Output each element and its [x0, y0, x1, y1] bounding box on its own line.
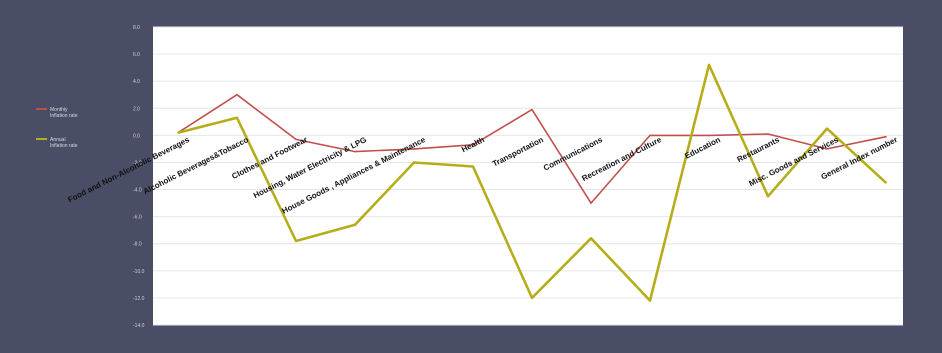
- y-tick-label: -2.0: [133, 160, 142, 166]
- gridlines: [153, 26, 903, 326]
- data-point: [885, 181, 887, 184]
- y-tick-label: 2.0: [133, 106, 140, 112]
- legend-entry: Monthly Inflation rate: [50, 107, 78, 119]
- legend: Monthly Inflation rate Annual Inflation rat…: [36, 107, 78, 149]
- y-tick-label: -8.0: [133, 242, 142, 248]
- data-point: [590, 237, 592, 240]
- y-tick-label: 6.0: [133, 52, 140, 58]
- y-tick-label: 0.0: [133, 133, 140, 139]
- data-point: [649, 134, 651, 137]
- data-point: [826, 127, 828, 130]
- data-point: [354, 150, 356, 153]
- y-tick-label: -10.0: [133, 269, 145, 275]
- data-point: [708, 64, 710, 66]
- data-point: [354, 223, 356, 226]
- y-tick-label: -6.0: [133, 215, 142, 221]
- plot-area: [153, 27, 903, 325]
- data-point: [413, 148, 415, 150]
- data-point: [531, 108, 533, 111]
- data-point: [885, 135, 887, 138]
- data-point: [236, 93, 238, 96]
- data-point: [236, 116, 238, 119]
- data-point: [826, 148, 828, 150]
- legend-entry: Annual Inflation rate: [50, 137, 78, 149]
- y-axis-ticks: 8.0 6.0 4.0 2.0 0.0 -2.0 -4.0 -6.0 -8.0 -10.0 -12.…: [133, 25, 145, 329]
- y-tick-label: -12.0: [133, 296, 145, 302]
- y-tick-label: 8.0: [133, 25, 140, 31]
- data-point: [177, 131, 179, 134]
- data-point: [590, 202, 592, 204]
- data-point: [472, 165, 474, 168]
- y-tick-label: -14.0: [133, 323, 145, 329]
- data-point: [472, 144, 474, 146]
- y-tick-label: -4.0: [133, 188, 142, 194]
- data-point: [767, 195, 769, 198]
- data-point: [295, 240, 297, 242]
- line-chart: 8.0 6.0 4.0 2.0 0.0 -2.0 -4.0 -6.0 -8.0 -10.0 -12.…: [36, 25, 903, 329]
- data-point: [413, 161, 415, 164]
- data-point: [531, 297, 533, 299]
- data-point: [767, 133, 769, 135]
- data-point: [708, 134, 710, 137]
- data-point: [295, 138, 297, 141]
- data-point: [649, 299, 651, 302]
- chart-frame: 8.0 6.0 4.0 2.0 0.0 -2.0 -4.0 -6.0 -8.0 -10.0 -12.…: [8, 6, 934, 346]
- y-tick-label: 4.0: [133, 79, 140, 85]
- series-lines: [177, 63, 887, 302]
